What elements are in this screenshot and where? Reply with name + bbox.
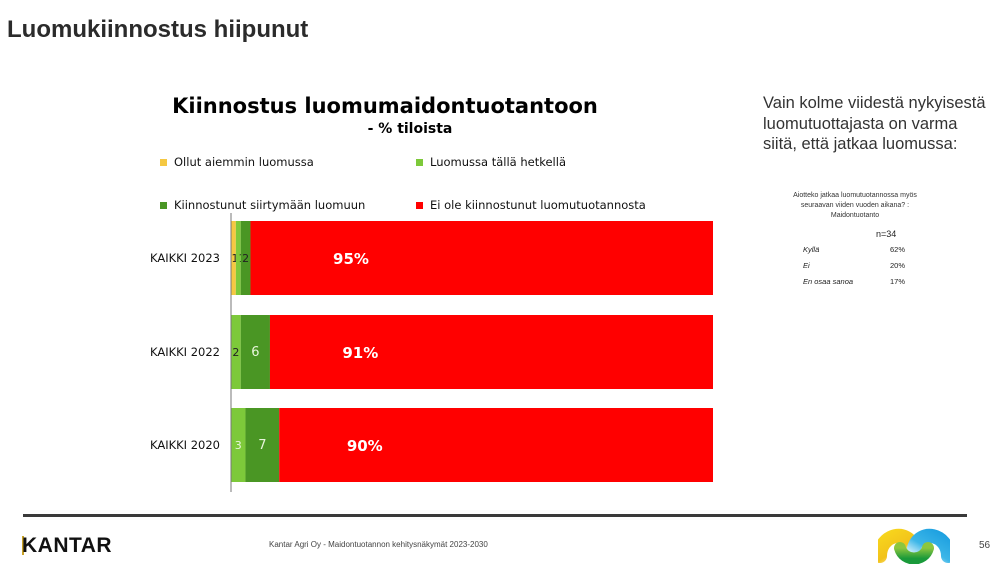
legend-swatch xyxy=(416,158,423,166)
category-label: KAIKKI 2020 xyxy=(150,438,220,452)
page-number: 56 xyxy=(979,540,991,551)
kantar-logo-accent xyxy=(22,536,24,555)
legend-label: Kiinnostunut siirtymään luomuun xyxy=(174,198,366,212)
kantar-logo: KANTAR xyxy=(22,534,113,557)
category-label: KAIKKI 2022 xyxy=(150,345,220,359)
legend-swatch xyxy=(160,201,167,209)
note-heading: Vain kolme viidestä nykyisestä luomutuot… xyxy=(763,94,986,153)
data-label: 91% xyxy=(342,344,378,362)
legend-label: Ei ole kiinnostunut luomutuotannosta xyxy=(430,198,646,212)
legend-label: Ollut aiemmin luomussa xyxy=(174,155,314,169)
data-label: 2 xyxy=(242,252,249,265)
survey-row-label: Ei xyxy=(803,261,810,270)
bar-segment xyxy=(240,315,270,389)
legend-swatch xyxy=(416,201,423,209)
data-label: 95% xyxy=(333,250,369,268)
footer-divider xyxy=(23,514,967,517)
bar-segment xyxy=(250,221,714,295)
slide-title: Luomukiinnostus hiipunut xyxy=(7,16,309,43)
data-label: 7 xyxy=(258,438,266,453)
bar-segment xyxy=(231,408,246,482)
data-label: 3 xyxy=(235,439,242,452)
legend-label: Luomussa tällä hetkellä xyxy=(430,155,566,169)
legend-swatch xyxy=(160,158,167,166)
bar-segment xyxy=(279,408,713,482)
survey-question: Aiotteko jatkaa luomutuotannossa myös se… xyxy=(793,192,917,219)
data-label: 90% xyxy=(347,437,383,455)
survey-row-value: 62% xyxy=(890,245,906,254)
brand-logo-icon xyxy=(878,528,950,564)
survey-row-label: Kyllä xyxy=(803,245,820,254)
survey-row-label: En osaa sanoa xyxy=(803,277,854,286)
chart-subtitle: - % tiloista xyxy=(367,121,453,137)
category-label: KAIKKI 2023 xyxy=(150,251,220,265)
data-label: 2 xyxy=(232,346,239,359)
bar-segment xyxy=(235,221,241,295)
bar-segment xyxy=(240,221,251,295)
legend-item-kiinnostunut: Kiinnostunut siirtymään luomuun xyxy=(160,198,365,212)
legend-item-luomussa-nyt: Luomussa tällä hetkellä xyxy=(416,155,566,169)
chart-title: Kiinnostus luomumaidontuotantoon xyxy=(172,94,598,118)
footer-text: Kantar Agri Oy - Maidontuotannon kehitys… xyxy=(269,540,488,549)
bar-segment xyxy=(231,315,241,389)
data-label: 6 xyxy=(251,345,259,360)
bar-segment xyxy=(231,221,236,295)
survey-row-value: 20% xyxy=(890,261,906,270)
bar-segment xyxy=(245,408,280,482)
legend-item-ei-kiinnostunut: Ei ole kiinnostunut luomutuotannosta xyxy=(416,198,646,212)
data-label: 1 xyxy=(232,252,239,265)
bar-segment xyxy=(269,315,713,389)
legend-item-ollut-aiemmin: Ollut aiemmin luomussa xyxy=(160,155,314,169)
survey-row-value: 17% xyxy=(890,277,906,286)
sample-size: n=34 xyxy=(876,229,897,239)
